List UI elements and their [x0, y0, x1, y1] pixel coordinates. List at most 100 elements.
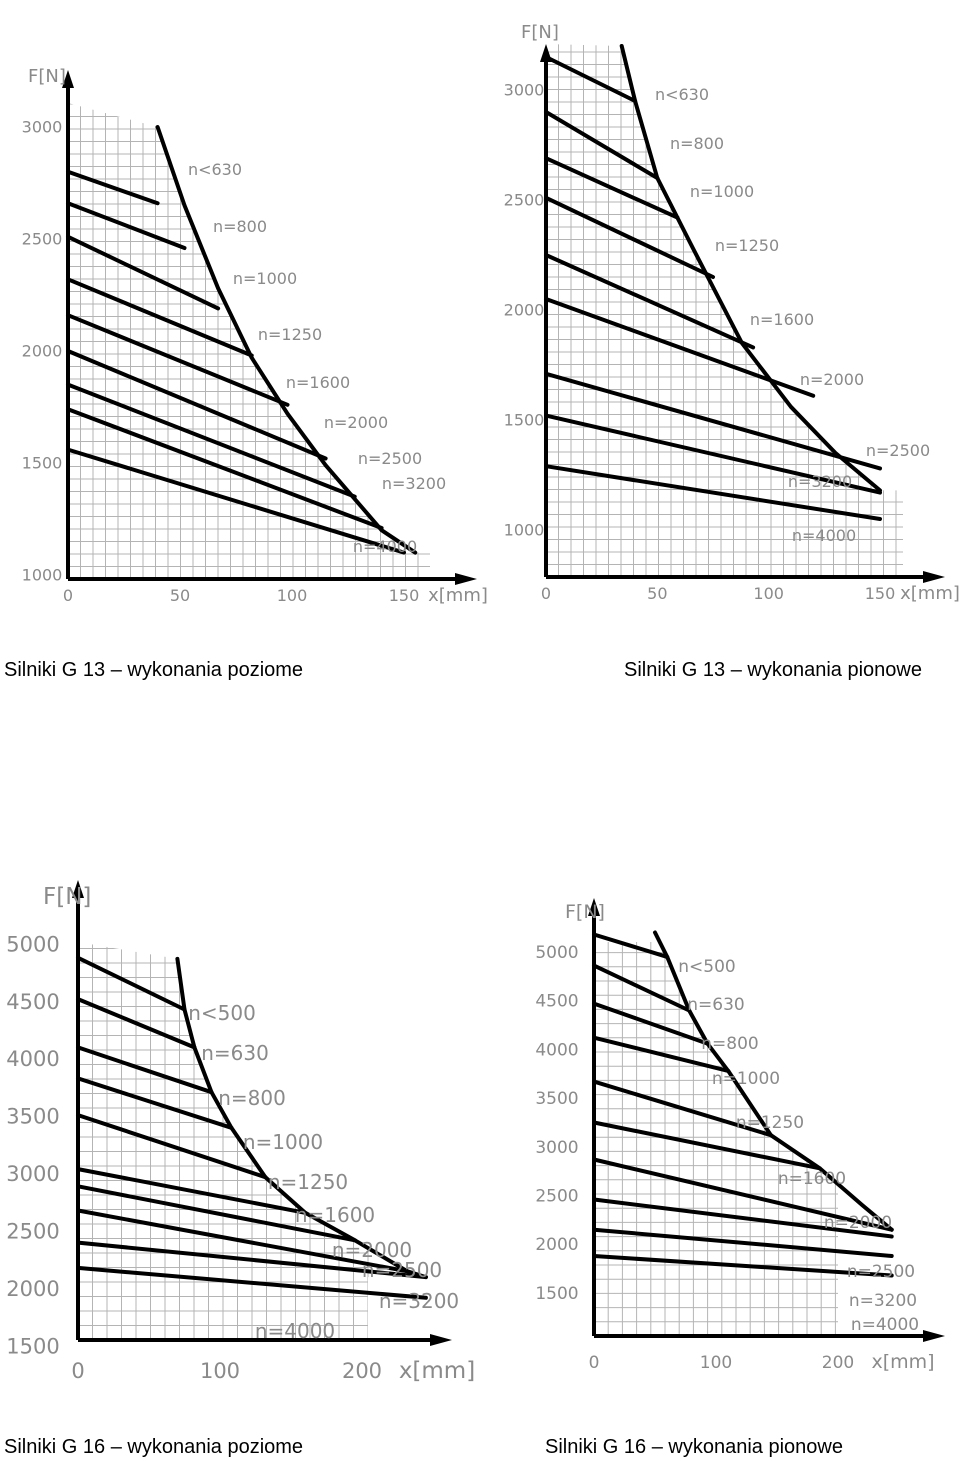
y-tick-label: 4500	[6, 990, 59, 1014]
series-line-n=1250	[66, 277, 254, 358]
series-label: n<500	[678, 957, 735, 977]
series-label: n=1250	[268, 1170, 348, 1194]
y-tick-label: 2500	[6, 1219, 59, 1243]
series-label: n=1250	[715, 236, 779, 255]
series-line-n=800	[592, 1001, 710, 1046]
y-axis-arrow	[540, 44, 552, 62]
series-label: n=630	[201, 1041, 269, 1065]
series-label: n=630	[687, 995, 744, 1015]
x-axis-title: x[mm]	[871, 1351, 934, 1373]
series-line-n=800	[66, 201, 187, 250]
series-line-n=1000	[66, 234, 221, 311]
y-tick-label: 2500	[22, 230, 63, 249]
series-label: n=4000	[255, 1319, 335, 1343]
chart-panel-2: 1000 1500 2000 2500 3000 0 50 100 150 F[N] x[mm] n<…	[504, 22, 960, 681]
y-tick-label: 4000	[6, 1047, 59, 1071]
series-line-n=630	[592, 963, 692, 1013]
series-line-n=2500	[76, 1208, 410, 1274]
series-line-n=3200	[66, 407, 384, 530]
x-axis-arrow	[923, 571, 945, 583]
y-tick-label: 5000	[535, 943, 578, 963]
x-axis-arrow	[430, 1334, 452, 1346]
y-tick-label: 3000	[6, 1162, 59, 1186]
series-label: n=1250	[736, 1113, 804, 1133]
y-axis-title: F[N]	[565, 901, 605, 923]
chart-panel-4: 1500 2000 2500 3000 3500 4000 4500 5000 0 100 200 F…	[535, 898, 945, 1458]
series-line-n=1000	[592, 1035, 731, 1073]
series-line-n=3200	[76, 1240, 428, 1280]
y-tick-label: 4500	[535, 992, 578, 1012]
x-axis-title: x[mm]	[399, 1358, 475, 1384]
series-line-n=1600	[592, 1120, 822, 1171]
series-label: n=800	[218, 1086, 286, 1110]
series-label: n=800	[701, 1034, 758, 1054]
series-line-n=800	[76, 1045, 214, 1095]
series-label: n<630	[655, 85, 709, 104]
series-line-n=2500	[544, 371, 882, 471]
series-label: n=800	[670, 134, 724, 153]
series-line-n=4000	[66, 447, 406, 555]
limit-curve	[155, 125, 418, 555]
series-label: n<500	[188, 1001, 256, 1025]
series-label: n=3200	[849, 1291, 917, 1311]
series-line-n=4000	[592, 1254, 894, 1278]
x-tick-label: 50	[170, 586, 190, 605]
y-tick-label: 1500	[504, 411, 545, 430]
series-label: n=3200	[382, 474, 446, 493]
x-tick-label: 100	[700, 1353, 732, 1373]
limit-curve	[653, 930, 894, 1232]
series-label: n=1600	[778, 1169, 846, 1189]
series-line-n=1000	[76, 1076, 234, 1130]
y-tick-label: 1500	[22, 454, 63, 473]
series-label: n=1000	[712, 1069, 780, 1089]
y-tick-label: 1000	[22, 566, 63, 585]
y-tick-label: 1000	[504, 521, 545, 540]
x-tick-label: 0	[589, 1353, 600, 1373]
series-line-n<500	[592, 932, 670, 959]
y-tick-label: 4000	[535, 1040, 578, 1060]
series-line-n=3200	[544, 413, 882, 495]
series-label: n=1000	[690, 182, 754, 201]
series-line-n=2000	[66, 349, 328, 461]
y-axis-arrow	[588, 898, 600, 916]
series-label: n=1000	[243, 1130, 323, 1154]
series-line-n=630	[76, 997, 197, 1050]
series-label: n=1600	[286, 373, 350, 392]
x-tick-label: 150	[389, 586, 420, 605]
y-tick-label: 2000	[6, 1277, 59, 1301]
series-line-n=1250	[544, 195, 715, 279]
chart-caption: Silniki G 13 – wykonania pionowe	[624, 659, 922, 681]
series-label: n=2000	[332, 1238, 412, 1262]
y-tick-label: 1500	[6, 1334, 59, 1358]
x-tick-label: 50	[647, 584, 667, 603]
y-tick-label: 3500	[6, 1105, 59, 1129]
y-tick-label: 5000	[6, 932, 59, 956]
series-label: n=1600	[750, 310, 814, 329]
series-line-n=1250	[592, 1079, 773, 1138]
y-tick-label: 1500	[535, 1284, 578, 1304]
series-label: n=2000	[324, 413, 388, 432]
y-tick-label: 3000	[535, 1138, 578, 1158]
series-label: n=1600	[295, 1203, 375, 1227]
series-label: n=3200	[788, 472, 852, 491]
y-tick-label: 3000	[504, 81, 545, 100]
series-line-n=2500	[592, 1197, 894, 1239]
series-line-n<500	[76, 955, 187, 1012]
x-tick-label: 100	[200, 1359, 240, 1383]
x-tick-label: 100	[753, 584, 784, 603]
chart-panel-1: 1000 1500 2000 2500 3000 0 50 100 150 F[N] x[mm] n<…	[4, 66, 488, 681]
series-line-n=2000	[592, 1157, 894, 1232]
series-label: n=2000	[824, 1213, 892, 1233]
y-axis-arrow	[72, 880, 84, 898]
x-axis-arrow	[923, 1330, 945, 1342]
x-axis-arrow	[455, 573, 477, 585]
chart-panel-3: 1500 2000 2500 3000 3500 4000 4500 5000 0 100 200 F…	[4, 880, 475, 1458]
series-line-n<630	[66, 169, 160, 206]
series-line-n=1600	[76, 1167, 308, 1215]
y-tick-label: 2500	[504, 191, 545, 210]
series-label: n=1000	[233, 269, 297, 288]
y-tick-label: 3000	[22, 118, 63, 137]
series-label: n<630	[188, 160, 242, 179]
grid	[68, 103, 430, 579]
y-tick-label: 2000	[22, 342, 63, 361]
